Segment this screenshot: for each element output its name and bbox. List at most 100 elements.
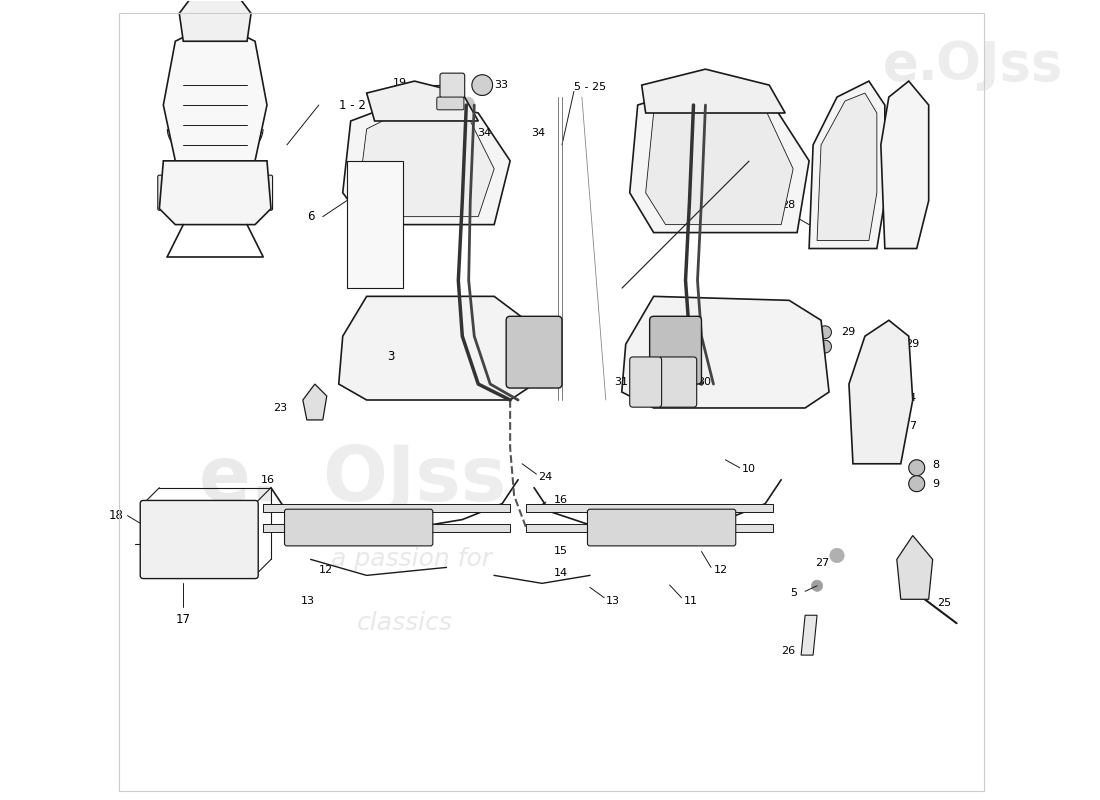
Circle shape [858, 410, 865, 416]
Text: 34: 34 [477, 128, 492, 138]
Circle shape [366, 245, 372, 251]
Circle shape [858, 445, 865, 451]
Text: 11: 11 [684, 596, 697, 606]
Circle shape [887, 334, 899, 346]
Circle shape [870, 410, 877, 416]
Circle shape [604, 522, 615, 533]
Circle shape [352, 230, 358, 237]
FancyBboxPatch shape [285, 510, 432, 546]
Text: 24: 24 [538, 472, 552, 482]
Circle shape [909, 476, 925, 492]
FancyBboxPatch shape [157, 175, 180, 210]
Circle shape [366, 202, 372, 208]
Text: 27: 27 [815, 558, 829, 569]
Text: 30: 30 [697, 378, 712, 387]
Polygon shape [810, 81, 884, 249]
Circle shape [381, 230, 386, 237]
Text: 25: 25 [937, 598, 950, 608]
Circle shape [148, 536, 163, 550]
Text: 16: 16 [554, 494, 568, 505]
Circle shape [366, 216, 372, 222]
Text: 1 - 2: 1 - 2 [339, 98, 365, 111]
Circle shape [858, 374, 865, 381]
Text: 31: 31 [614, 378, 628, 387]
Circle shape [436, 114, 450, 129]
Circle shape [381, 202, 386, 208]
Text: 19: 19 [393, 78, 407, 88]
Text: 3: 3 [387, 350, 395, 362]
Text: 16: 16 [261, 474, 275, 485]
Text: 29: 29 [842, 327, 855, 338]
Polygon shape [366, 81, 478, 121]
FancyBboxPatch shape [440, 73, 464, 98]
Text: 26: 26 [781, 646, 795, 656]
Polygon shape [801, 615, 817, 655]
Circle shape [352, 187, 358, 194]
Polygon shape [346, 161, 403, 288]
Circle shape [352, 274, 358, 280]
Text: 18: 18 [109, 509, 123, 522]
FancyBboxPatch shape [650, 316, 702, 384]
Text: 22: 22 [393, 136, 407, 146]
Circle shape [381, 245, 386, 251]
FancyBboxPatch shape [140, 501, 258, 578]
Text: classics: classics [358, 611, 453, 635]
Polygon shape [849, 320, 913, 464]
Polygon shape [163, 22, 267, 161]
Polygon shape [359, 105, 494, 217]
Text: e.: e. [883, 39, 939, 91]
Text: 28: 28 [781, 200, 795, 210]
Polygon shape [881, 81, 928, 249]
Circle shape [870, 445, 877, 451]
Text: OJss: OJss [936, 39, 1063, 91]
Circle shape [870, 427, 877, 434]
Circle shape [883, 410, 890, 416]
Circle shape [366, 274, 372, 280]
Text: 29: 29 [905, 339, 918, 349]
Text: 13: 13 [300, 596, 315, 606]
Text: 20: 20 [393, 98, 407, 109]
FancyBboxPatch shape [250, 175, 273, 210]
Polygon shape [629, 85, 810, 233]
Text: 33: 33 [494, 80, 508, 90]
Polygon shape [343, 97, 510, 225]
Circle shape [909, 460, 925, 476]
Circle shape [883, 392, 890, 398]
Text: 23: 23 [273, 403, 287, 413]
Text: 17: 17 [176, 613, 190, 626]
Circle shape [462, 97, 474, 110]
FancyBboxPatch shape [587, 510, 736, 546]
Circle shape [818, 340, 832, 353]
Text: 10: 10 [741, 464, 756, 474]
Text: 12: 12 [714, 565, 727, 575]
Circle shape [352, 202, 358, 208]
Text: 9: 9 [933, 478, 939, 489]
FancyBboxPatch shape [629, 357, 661, 407]
Circle shape [366, 187, 372, 194]
Circle shape [366, 259, 372, 266]
Circle shape [887, 347, 899, 360]
Circle shape [297, 522, 308, 533]
Text: 14: 14 [554, 568, 568, 578]
Text: e.: e. [199, 442, 280, 517]
Text: 5: 5 [790, 588, 798, 598]
Polygon shape [339, 296, 535, 400]
Text: 4: 4 [909, 394, 916, 403]
Circle shape [870, 374, 877, 381]
Circle shape [472, 74, 493, 95]
Circle shape [381, 274, 386, 280]
Text: 7: 7 [909, 422, 916, 431]
Circle shape [381, 216, 386, 222]
Polygon shape [302, 384, 327, 420]
Text: 8: 8 [933, 460, 939, 470]
Polygon shape [896, 535, 933, 599]
Circle shape [829, 548, 844, 562]
Polygon shape [621, 296, 829, 408]
Circle shape [381, 259, 386, 266]
Text: 13: 13 [606, 596, 619, 606]
Text: 12: 12 [319, 565, 333, 575]
FancyBboxPatch shape [659, 357, 696, 407]
Circle shape [381, 187, 386, 194]
Circle shape [883, 445, 890, 451]
Circle shape [352, 245, 358, 251]
